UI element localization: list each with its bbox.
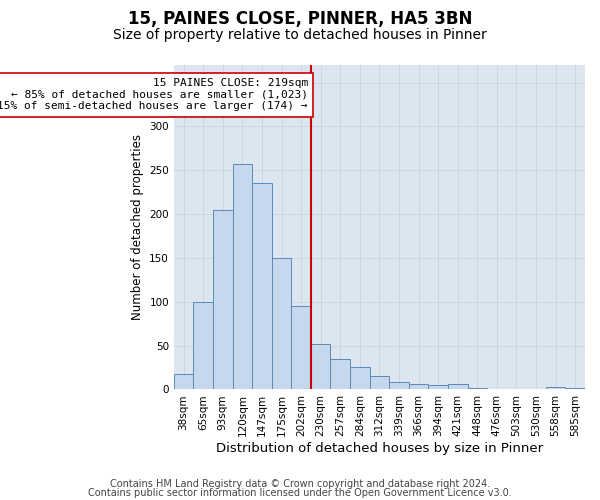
Bar xyxy=(467,388,487,390)
Bar xyxy=(389,382,409,390)
Bar xyxy=(252,184,272,390)
Bar xyxy=(370,376,389,390)
Bar xyxy=(546,387,565,390)
Bar xyxy=(193,302,213,390)
Bar xyxy=(428,385,448,390)
Bar xyxy=(448,384,467,390)
Bar xyxy=(233,164,252,390)
Bar xyxy=(565,388,585,390)
Bar xyxy=(409,384,428,390)
Bar xyxy=(506,388,526,390)
Y-axis label: Number of detached properties: Number of detached properties xyxy=(131,134,143,320)
Bar xyxy=(331,359,350,390)
Bar xyxy=(272,258,292,390)
Bar xyxy=(213,210,233,390)
Text: Contains public sector information licensed under the Open Government Licence v3: Contains public sector information licen… xyxy=(88,488,512,498)
Bar xyxy=(292,306,311,390)
Text: Size of property relative to detached houses in Pinner: Size of property relative to detached ho… xyxy=(113,28,487,42)
Bar xyxy=(174,374,193,390)
X-axis label: Distribution of detached houses by size in Pinner: Distribution of detached houses by size … xyxy=(216,442,543,455)
Text: 15, PAINES CLOSE, PINNER, HA5 3BN: 15, PAINES CLOSE, PINNER, HA5 3BN xyxy=(128,10,472,28)
Text: Contains HM Land Registry data © Crown copyright and database right 2024.: Contains HM Land Registry data © Crown c… xyxy=(110,479,490,489)
Bar xyxy=(311,344,331,390)
Bar xyxy=(350,366,370,390)
Text: 15 PAINES CLOSE: 219sqm
← 85% of detached houses are smaller (1,023)
15% of semi: 15 PAINES CLOSE: 219sqm ← 85% of detache… xyxy=(0,78,308,112)
